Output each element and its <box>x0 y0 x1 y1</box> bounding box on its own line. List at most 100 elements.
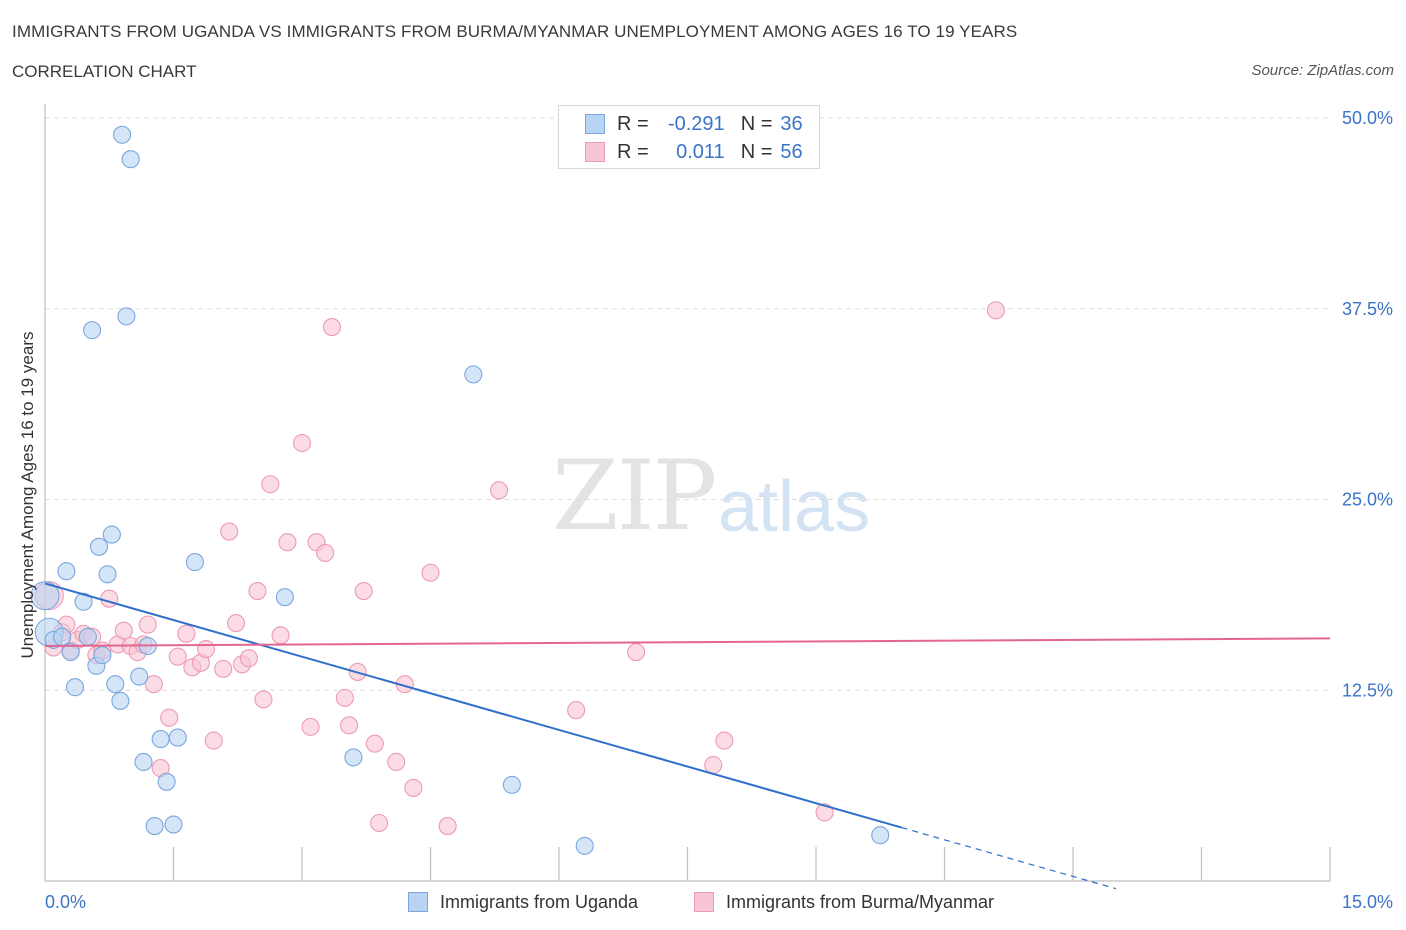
data-point-uganda <box>74 592 93 611</box>
legend-r-label: R = <box>617 112 649 135</box>
data-point-burma <box>197 639 216 659</box>
y-tick-label: 12.5% <box>1342 680 1393 700</box>
data-point-uganda <box>134 752 153 772</box>
data-point-uganda <box>344 748 363 767</box>
watermark-zip: ZIP <box>552 440 717 552</box>
axes-layer <box>44 104 1331 882</box>
data-point-uganda <box>164 815 183 834</box>
data-point-burma <box>815 803 834 822</box>
data-point-uganda <box>89 537 109 556</box>
data-point-burma <box>370 813 389 833</box>
data-point-uganda <box>121 150 140 169</box>
data-point-burma <box>248 582 267 601</box>
data-point-burma <box>204 731 223 750</box>
data-point-uganda <box>275 588 294 607</box>
y-tick-label: 25.0% <box>1342 490 1393 510</box>
data-point-uganda <box>98 565 117 584</box>
data-point-burma <box>301 717 320 736</box>
series-label-uganda: Immigrants from Uganda <box>440 891 639 912</box>
data-point-uganda <box>61 643 80 662</box>
data-point-uganda <box>102 525 121 544</box>
series-label-burma: Immigrants from Burma/Myanmar <box>726 891 995 912</box>
data-point-uganda <box>185 553 204 572</box>
y-tick-label: 50.0% <box>1342 108 1393 128</box>
legend-n-value-burma: 56 <box>780 140 803 163</box>
data-point-burma <box>271 626 290 645</box>
data-point-uganda <box>145 817 164 836</box>
data-point-burma <box>715 731 734 750</box>
trend-line-burma <box>44 637 1331 647</box>
data-point-burma <box>387 752 406 772</box>
data-point-burma <box>489 481 509 500</box>
data-point-burma <box>292 433 312 453</box>
legend-r-value-uganda: -0.291 <box>667 112 725 135</box>
data-point-burma <box>704 755 723 775</box>
data-point-burma <box>335 688 354 707</box>
data-point-uganda <box>57 562 76 581</box>
data-point-uganda <box>464 365 483 384</box>
data-point-burma <box>340 716 359 735</box>
labels-layer: 12.5% 25.0% 37.5% 50.0% 0.0% 15.0% Unemploymen… <box>18 108 1393 912</box>
trend-line-extension-uganda <box>901 827 1116 890</box>
series-swatch-uganda <box>408 892 428 912</box>
data-point-uganda <box>65 678 85 697</box>
data-point-uganda <box>157 772 176 791</box>
correlation-legend: R = -0.291 N = 36 R = 0.011 N = 56 <box>558 105 820 169</box>
data-point-uganda <box>83 321 102 340</box>
data-point-burma <box>354 582 373 601</box>
data-point-burma <box>627 643 646 662</box>
data-point-burma <box>214 659 233 678</box>
data-point-burma <box>278 533 297 552</box>
chart-title: IMMIGRANTS FROM UGANDA VS IMMIGRANTS FRO… <box>12 22 1018 41</box>
x-tick-label: 15.0% <box>1342 892 1393 912</box>
data-point-uganda <box>111 691 130 710</box>
legend-swatch-uganda <box>585 114 605 134</box>
data-point-burma <box>322 318 342 337</box>
legend-r-value-burma: 0.011 <box>676 140 725 163</box>
data-point-uganda <box>168 728 187 747</box>
data-point-burma <box>220 522 239 541</box>
data-point-uganda <box>575 836 594 855</box>
data-point-burma <box>316 543 335 562</box>
data-point-burma <box>100 589 119 608</box>
data-point-burma <box>226 614 246 633</box>
data-point-burma <box>138 615 157 634</box>
data-point-burma <box>421 563 440 582</box>
legend-n-label: N = <box>740 112 773 135</box>
source-label: Source: ZipAtlas.com <box>1251 62 1394 79</box>
data-point-uganda <box>78 627 97 646</box>
points-layer <box>30 125 1005 855</box>
data-point-uganda <box>53 627 72 646</box>
data-point-burma <box>168 647 187 666</box>
data-point-uganda <box>30 581 60 611</box>
series-legend-burma: Immigrants from Burma/Myanmar <box>694 890 994 914</box>
data-point-burma <box>160 708 179 727</box>
data-point-uganda <box>130 667 149 686</box>
legend-n-value-uganda: 36 <box>780 112 803 135</box>
x-tick-label: 0.0% <box>45 892 86 912</box>
legend-n-label: N = <box>740 140 773 163</box>
data-point-burma <box>365 734 384 753</box>
data-point-burma <box>567 701 586 720</box>
legend-swatch-burma <box>585 142 605 162</box>
series-legend-uganda: Immigrants from Uganda <box>408 890 638 914</box>
legend-r-label: R = <box>617 140 649 163</box>
data-point-burma <box>254 690 273 709</box>
data-point-uganda <box>117 307 136 326</box>
trend-layer <box>44 582 1331 890</box>
data-point-uganda <box>106 675 125 694</box>
data-point-burma <box>438 817 457 836</box>
watermark-atlas: atlas <box>718 467 871 547</box>
trend-line-uganda <box>44 582 902 829</box>
data-point-uganda <box>151 730 170 749</box>
data-point-burma <box>114 621 133 640</box>
legend-row-burma: R = 0.011 N = 56 <box>585 140 803 164</box>
grid-layer <box>45 117 1330 691</box>
data-point-burma <box>239 649 258 668</box>
data-point-uganda <box>502 775 521 794</box>
data-point-burma <box>144 675 163 694</box>
chart-subtitle: CORRELATION CHART <box>12 62 197 81</box>
legend-row-uganda: R = -0.291 N = 36 <box>585 112 803 136</box>
y-tick-label: 37.5% <box>1342 299 1393 319</box>
data-point-uganda <box>93 646 112 665</box>
